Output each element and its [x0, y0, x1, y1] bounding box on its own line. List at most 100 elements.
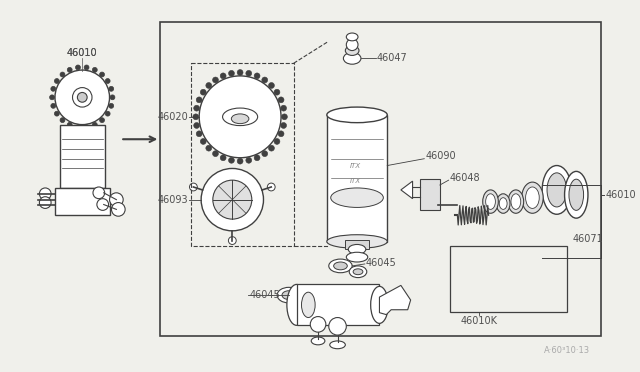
Circle shape: [346, 39, 358, 51]
Ellipse shape: [223, 108, 258, 126]
Circle shape: [228, 70, 234, 76]
Circle shape: [194, 122, 200, 128]
Circle shape: [51, 86, 56, 91]
Circle shape: [93, 187, 105, 199]
Circle shape: [262, 151, 268, 157]
Ellipse shape: [301, 292, 315, 318]
Ellipse shape: [564, 171, 588, 218]
Circle shape: [72, 87, 92, 107]
Ellipse shape: [483, 190, 499, 213]
Ellipse shape: [333, 262, 348, 270]
Text: 46010: 46010: [67, 48, 97, 58]
Text: 46045: 46045: [366, 258, 397, 268]
Ellipse shape: [282, 291, 296, 299]
Ellipse shape: [346, 252, 368, 262]
Text: 46047: 46047: [376, 53, 407, 63]
Ellipse shape: [348, 244, 366, 254]
Bar: [160, 22, 600, 336]
Circle shape: [237, 70, 243, 76]
Bar: [327, 115, 387, 241]
Circle shape: [213, 180, 252, 219]
Circle shape: [310, 317, 326, 332]
Circle shape: [220, 155, 226, 161]
Ellipse shape: [330, 341, 346, 349]
Circle shape: [110, 95, 115, 100]
Circle shape: [97, 199, 109, 210]
Circle shape: [246, 157, 252, 163]
Text: 46010: 46010: [605, 190, 636, 200]
Ellipse shape: [311, 337, 325, 345]
Circle shape: [220, 73, 226, 79]
Bar: [420, 179, 440, 210]
Ellipse shape: [287, 285, 307, 326]
Text: 46071: 46071: [572, 234, 603, 244]
Circle shape: [51, 103, 56, 108]
Circle shape: [274, 138, 280, 144]
Circle shape: [212, 151, 218, 157]
Circle shape: [196, 97, 202, 103]
Circle shape: [237, 158, 243, 164]
Circle shape: [40, 188, 51, 200]
Circle shape: [200, 138, 206, 144]
Text: 46045: 46045: [250, 290, 280, 300]
Circle shape: [281, 105, 287, 111]
Circle shape: [254, 155, 260, 161]
Circle shape: [281, 122, 287, 128]
Ellipse shape: [497, 194, 510, 213]
Circle shape: [329, 318, 346, 335]
Circle shape: [200, 89, 206, 95]
Circle shape: [278, 97, 284, 103]
Circle shape: [189, 183, 197, 191]
Ellipse shape: [346, 33, 358, 41]
Text: 46010K: 46010K: [460, 317, 497, 327]
Circle shape: [105, 111, 110, 116]
Polygon shape: [401, 181, 413, 199]
Circle shape: [76, 65, 81, 70]
Circle shape: [274, 89, 280, 95]
Circle shape: [246, 70, 252, 76]
Polygon shape: [380, 285, 411, 315]
Circle shape: [278, 131, 284, 137]
Circle shape: [194, 105, 200, 111]
Ellipse shape: [522, 182, 543, 213]
Text: 46010: 46010: [67, 48, 97, 58]
Circle shape: [206, 83, 212, 89]
Circle shape: [109, 86, 114, 91]
Ellipse shape: [525, 187, 540, 208]
Circle shape: [60, 72, 65, 77]
Circle shape: [50, 95, 54, 100]
Bar: [296, 285, 380, 326]
Circle shape: [109, 103, 114, 108]
Circle shape: [201, 169, 264, 231]
Circle shape: [206, 145, 212, 151]
Circle shape: [84, 125, 89, 130]
Ellipse shape: [569, 179, 584, 210]
Ellipse shape: [486, 194, 495, 209]
Circle shape: [111, 203, 125, 216]
Circle shape: [228, 157, 234, 163]
Ellipse shape: [371, 286, 388, 323]
Circle shape: [84, 65, 89, 70]
Ellipse shape: [547, 173, 566, 207]
Circle shape: [105, 78, 110, 83]
Circle shape: [268, 183, 275, 191]
Ellipse shape: [542, 166, 572, 214]
Circle shape: [92, 122, 97, 127]
Circle shape: [282, 114, 287, 120]
Circle shape: [254, 73, 260, 79]
Ellipse shape: [353, 269, 363, 275]
Circle shape: [100, 72, 104, 77]
Ellipse shape: [277, 287, 301, 303]
Circle shape: [67, 67, 72, 72]
Circle shape: [92, 67, 97, 72]
Text: 46090: 46090: [425, 151, 456, 161]
Text: ITX: ITX: [349, 163, 361, 170]
Ellipse shape: [327, 107, 387, 123]
Circle shape: [54, 78, 60, 83]
Circle shape: [67, 122, 72, 127]
Circle shape: [109, 193, 123, 206]
Ellipse shape: [331, 188, 383, 208]
Circle shape: [77, 93, 87, 102]
Ellipse shape: [346, 46, 359, 55]
Circle shape: [262, 77, 268, 83]
